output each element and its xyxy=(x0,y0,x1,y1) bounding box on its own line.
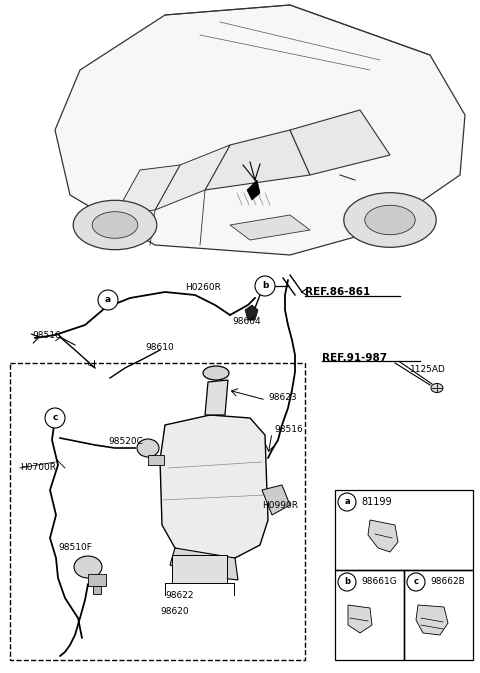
Polygon shape xyxy=(416,605,448,635)
Text: 98620: 98620 xyxy=(161,608,189,616)
Circle shape xyxy=(98,290,118,310)
Polygon shape xyxy=(230,215,310,240)
Polygon shape xyxy=(55,5,465,255)
Polygon shape xyxy=(348,605,372,633)
Ellipse shape xyxy=(92,212,138,238)
Bar xyxy=(172,555,227,583)
Ellipse shape xyxy=(137,439,159,457)
Polygon shape xyxy=(245,305,258,320)
Ellipse shape xyxy=(431,384,443,392)
Text: REF.91-987: REF.91-987 xyxy=(322,353,387,363)
Text: 98661G: 98661G xyxy=(361,577,397,586)
Text: a: a xyxy=(105,295,111,304)
Ellipse shape xyxy=(73,201,157,250)
Bar xyxy=(148,455,164,465)
Text: b: b xyxy=(344,577,350,586)
Text: 98510F: 98510F xyxy=(58,542,92,551)
Polygon shape xyxy=(160,415,268,560)
Polygon shape xyxy=(262,485,290,515)
Text: 98622: 98622 xyxy=(165,590,193,600)
Circle shape xyxy=(338,573,356,591)
Text: H0700R: H0700R xyxy=(20,464,56,472)
Text: 1125AD: 1125AD xyxy=(410,365,446,374)
Text: REF.86-861: REF.86-861 xyxy=(305,287,370,297)
Text: 98516: 98516 xyxy=(32,330,61,339)
Polygon shape xyxy=(290,110,390,175)
Text: 98623: 98623 xyxy=(268,392,297,402)
Ellipse shape xyxy=(74,556,102,578)
Polygon shape xyxy=(115,165,180,215)
Bar xyxy=(335,570,404,660)
Bar xyxy=(10,363,305,660)
Polygon shape xyxy=(170,548,238,580)
Text: 98664: 98664 xyxy=(232,318,261,326)
Polygon shape xyxy=(205,130,310,190)
Text: b: b xyxy=(262,281,268,291)
Bar xyxy=(93,586,101,594)
Text: 98662B: 98662B xyxy=(430,577,465,586)
Circle shape xyxy=(255,276,275,296)
Text: 98520C: 98520C xyxy=(108,437,143,446)
Ellipse shape xyxy=(365,205,415,235)
Ellipse shape xyxy=(203,366,229,380)
Polygon shape xyxy=(247,180,260,200)
Text: H0260R: H0260R xyxy=(185,283,221,291)
Text: 98516: 98516 xyxy=(274,425,303,435)
Bar xyxy=(335,490,473,570)
Bar xyxy=(88,574,106,586)
Text: c: c xyxy=(52,413,58,423)
Circle shape xyxy=(407,573,425,591)
Text: 98610: 98610 xyxy=(145,343,174,353)
Polygon shape xyxy=(368,520,398,552)
Text: 81199: 81199 xyxy=(361,497,392,507)
Bar xyxy=(404,570,473,660)
Circle shape xyxy=(338,493,356,511)
Text: H0990R: H0990R xyxy=(262,501,298,509)
Polygon shape xyxy=(205,380,228,415)
Ellipse shape xyxy=(344,192,436,247)
Circle shape xyxy=(45,408,65,428)
Polygon shape xyxy=(155,145,230,210)
Text: a: a xyxy=(344,497,350,507)
Text: c: c xyxy=(413,577,419,586)
